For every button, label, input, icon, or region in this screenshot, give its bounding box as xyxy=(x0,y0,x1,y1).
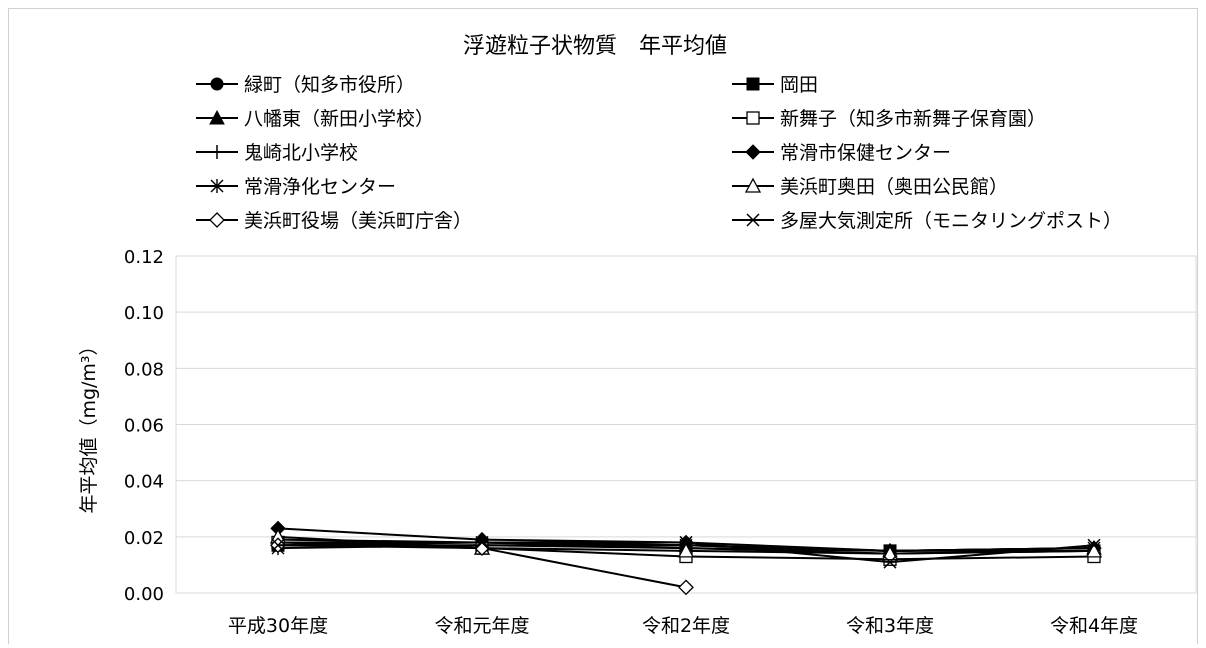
data-point xyxy=(883,555,897,569)
y-axis-label: 年平均値（mg/m³） xyxy=(78,336,100,513)
chart-title: 浮遊粒子状物質 年平均値 xyxy=(463,34,727,59)
legend-item: 新舞子（知多市新舞子保育園） xyxy=(732,108,1046,130)
legend-label: 常滑浄化センター xyxy=(244,176,396,198)
legend-label: 美浜町奥田（奥田公民館） xyxy=(780,176,1008,198)
series-group xyxy=(271,535,1101,569)
legend-marker xyxy=(745,144,761,160)
legend-item: 常滑市保健センター xyxy=(732,142,951,164)
legend-marker xyxy=(744,177,762,193)
legend-marker xyxy=(746,111,760,125)
data-point xyxy=(881,545,899,561)
data-point xyxy=(474,540,490,556)
legend-marker xyxy=(210,179,224,193)
legend-item: 多屋大気測定所（モニタリングポスト） xyxy=(732,210,1122,232)
y-tick-label: 0.12 xyxy=(124,247,164,268)
legend-marker xyxy=(209,212,225,228)
legend-label: 岡田 xyxy=(780,74,818,96)
legend-item: 緑町（知多市役所） xyxy=(196,74,415,96)
legend-label: 常滑市保健センター xyxy=(780,142,951,164)
data-point xyxy=(678,579,694,596)
legend-label: 美浜町役場（美浜町庁舎） xyxy=(244,210,472,232)
legend-marker xyxy=(746,213,760,227)
y-tick-label: 0.06 xyxy=(124,416,164,437)
y-tick-label: 0.08 xyxy=(124,359,164,380)
legend-item: 八幡東（新田小学校） xyxy=(196,108,434,130)
y-tick-label: 0.00 xyxy=(124,584,164,605)
legend-label: 多屋大気測定所（モニタリングポスト） xyxy=(780,210,1122,232)
legend-marker xyxy=(210,145,224,159)
legend-item: 岡田 xyxy=(732,74,818,96)
data-point xyxy=(1085,542,1103,558)
y-tick-label: 0.04 xyxy=(124,472,164,493)
y-tick-label: 0.10 xyxy=(124,303,164,324)
x-tick-label: 令和4年度 xyxy=(1050,615,1138,637)
y-tick-label: 0.02 xyxy=(124,528,164,549)
legend-label: 八幡東（新田小学校） xyxy=(244,108,434,130)
x-tick-label: 令和3年度 xyxy=(846,615,934,637)
data-point xyxy=(475,535,489,549)
legend-marker xyxy=(210,77,224,91)
legend-label: 新舞子（知多市新舞子保育園） xyxy=(780,108,1046,130)
legend-item: 鬼崎北小学校 xyxy=(196,142,358,164)
plot-area: 0.00 0.02 0.04 0.06 0.08 0.10 0.12 平成30年度 令和元年度 令… xyxy=(124,247,1197,637)
legend-label: 緑町（知多市役所） xyxy=(244,74,415,96)
legend-marker xyxy=(209,109,225,125)
legend-marker xyxy=(746,77,760,91)
legend-item: 美浜町役場（美浜町庁舎） xyxy=(196,210,472,232)
legend-item: 常滑浄化センター xyxy=(196,176,396,198)
x-tick-label: 令和元年度 xyxy=(434,615,529,637)
data-point xyxy=(271,538,285,552)
data-point xyxy=(1087,538,1101,552)
legend-label: 鬼崎北小学校 xyxy=(244,142,358,164)
data-point xyxy=(677,542,695,558)
legend-item: 美浜町奥田（奥田公民館） xyxy=(732,176,1008,198)
x-tick-label: 令和2年度 xyxy=(642,615,730,637)
data-point xyxy=(679,535,693,549)
x-tick-label: 平成30年度 xyxy=(228,615,328,637)
